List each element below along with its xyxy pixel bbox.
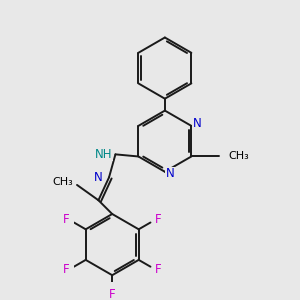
Text: N: N bbox=[94, 171, 103, 184]
Text: CH₃: CH₃ bbox=[228, 152, 249, 161]
Text: NH: NH bbox=[94, 148, 112, 161]
Text: N: N bbox=[193, 117, 201, 130]
Text: F: F bbox=[155, 263, 162, 276]
Text: F: F bbox=[62, 263, 69, 276]
Text: N: N bbox=[166, 167, 175, 180]
Text: F: F bbox=[155, 213, 162, 226]
Text: F: F bbox=[62, 213, 69, 226]
Text: CH₃: CH₃ bbox=[52, 176, 73, 187]
Text: F: F bbox=[109, 288, 116, 300]
